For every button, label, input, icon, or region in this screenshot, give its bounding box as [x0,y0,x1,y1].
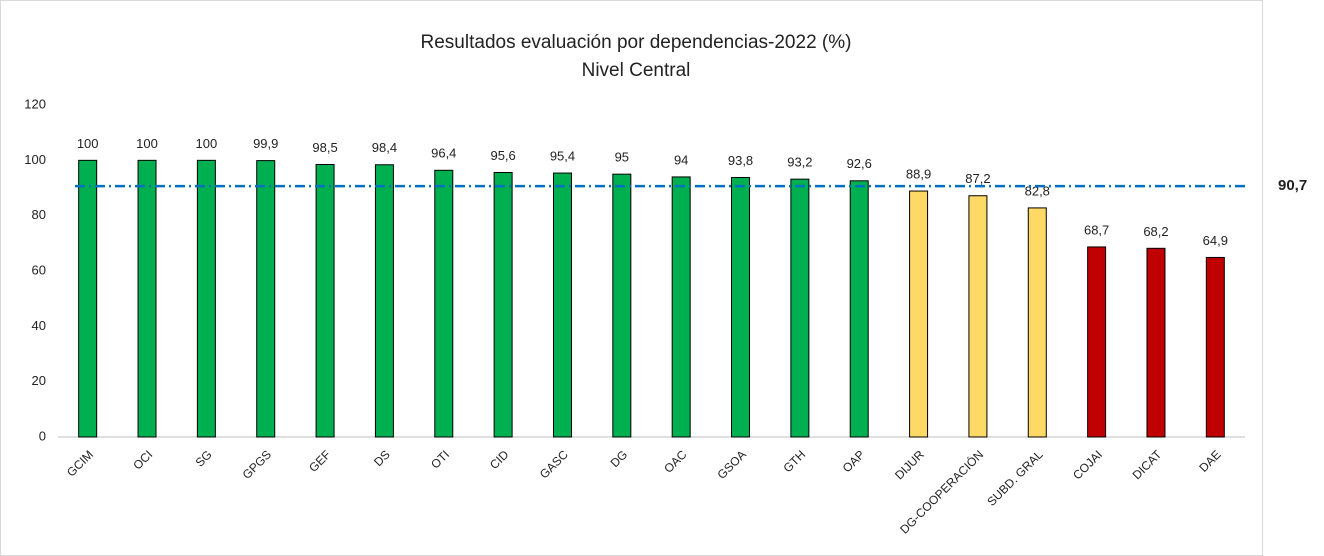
y-tick-label: 120 [24,96,46,111]
bar [137,159,157,438]
value-label: 94 [674,152,688,167]
bar [493,172,513,438]
value-label: 95,6 [490,148,515,163]
bar [78,159,98,438]
bar [671,176,691,438]
y-tick-label: 80 [32,207,46,222]
reference-label: 90,7 [1278,177,1307,194]
value-label: 93,8 [728,153,753,168]
value-label: 96,4 [431,146,456,161]
bar [849,180,869,438]
bar [552,172,572,438]
bar [909,190,929,438]
bar [1027,207,1047,438]
bar [434,169,454,438]
bar [968,195,988,438]
y-tick-label: 60 [32,262,46,277]
bar [612,173,632,438]
value-label: 100 [77,136,99,151]
bar [1205,256,1225,438]
bar [196,159,216,438]
y-tick-label: 20 [32,373,46,388]
value-label: 98,5 [312,140,337,155]
y-tick-label: 0 [39,428,46,443]
value-label: 93,2 [787,155,812,170]
y-tick-label: 40 [32,318,46,333]
value-label: 64,9 [1203,233,1228,248]
value-label: 98,4 [372,140,397,155]
value-label: 100 [136,136,158,151]
value-label: 68,2 [1143,224,1168,239]
chart-title: Resultados evaluación por dependencias-2… [421,32,852,53]
bar [1146,247,1166,438]
bar [256,160,276,438]
bar [1087,246,1107,438]
value-label: 92,6 [847,156,872,171]
value-label: 95 [615,150,629,165]
value-label: 87,2 [965,171,990,186]
bar [315,163,335,438]
bar [731,176,751,438]
bar [790,178,810,438]
chart-subtitle: Nivel Central [582,60,691,81]
bar [374,164,394,438]
value-label: 95,4 [550,148,575,163]
value-label: 99,9 [253,136,278,151]
y-tick-label: 100 [24,152,46,167]
value-label: 100 [196,136,218,151]
value-label: 68,7 [1084,222,1109,237]
value-label: 88,9 [906,166,931,181]
